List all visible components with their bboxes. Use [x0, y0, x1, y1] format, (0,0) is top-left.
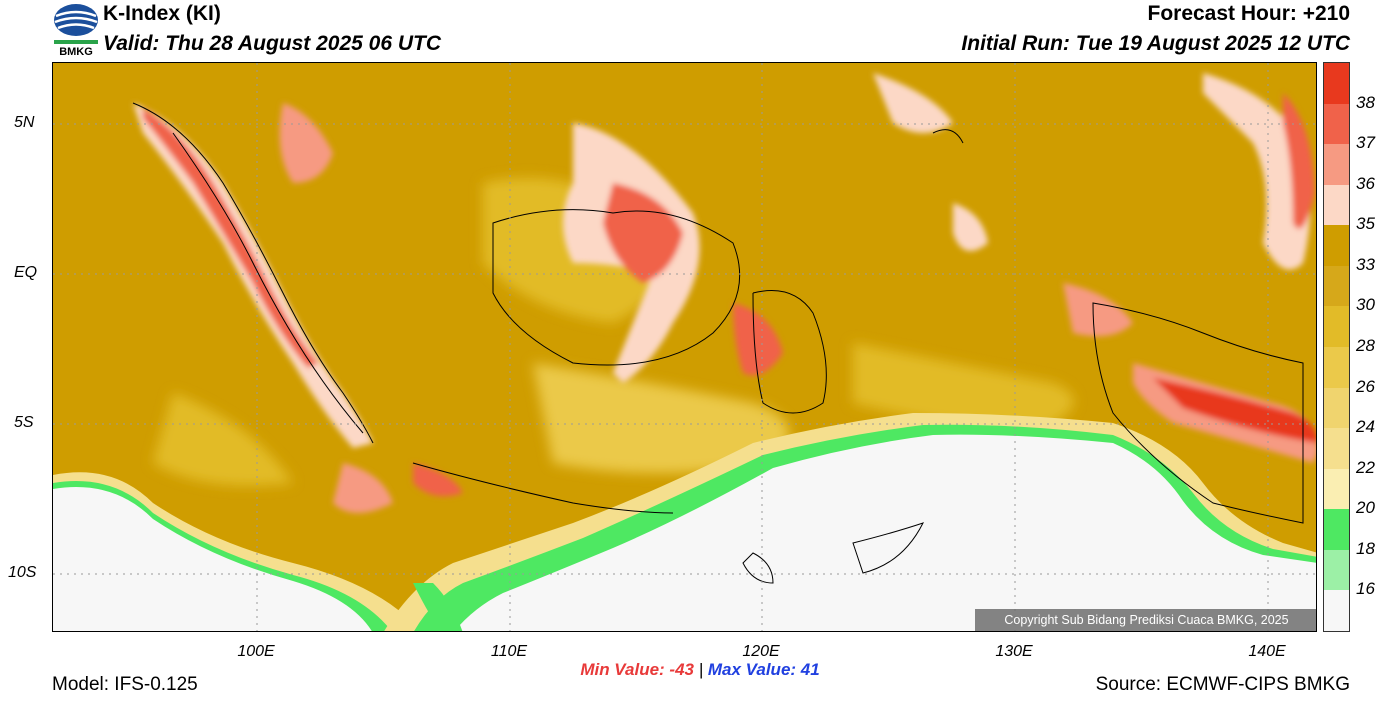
colorbar-label: 26 [1356, 376, 1375, 396]
colorbar-segment [1324, 184, 1349, 226]
colorbar-label: 28 [1356, 336, 1375, 355]
colorbar-segment [1324, 468, 1349, 510]
y-label-eq: EQ [14, 264, 38, 281]
y-label-5s: 5S [14, 414, 34, 431]
colorbar-segment [1324, 387, 1349, 429]
colorbar-segment [1324, 63, 1349, 104]
max-value: Max Value: 41 [707, 660, 820, 679]
map-panel: Copyright Sub Bidang Prediksi Cuaca BMKG… [52, 62, 1317, 632]
k-index-field-map [53, 63, 1316, 631]
colorbar-segment [1324, 428, 1349, 469]
colorbar-label: 37 [1356, 133, 1375, 153]
colorbar-segment [1324, 590, 1349, 631]
colorbar-label: 24 [1356, 417, 1375, 437]
x-label-120e: 120E [742, 643, 780, 660]
colorbar-label: 38 [1356, 92, 1375, 112]
colorbar-label: 35 [1356, 214, 1375, 234]
x-label-140e: 140E [1248, 643, 1286, 660]
colorbar-segment [1324, 306, 1349, 347]
forecast-hour: Forecast Hour: +210 [1147, 2, 1351, 25]
colorbar-label: 20 [1356, 498, 1375, 518]
chart-title: K-Index (KI) [103, 2, 221, 25]
source-label: Source: ECMWF-CIPS BMKG [1095, 674, 1350, 695]
logo-text: BMKG [59, 46, 93, 58]
colorbar-segment [1324, 103, 1349, 145]
bmkg-logo: BMKG [52, 2, 100, 60]
valid-time: Valid: Thu 28 August 2025 06 UTC [103, 32, 442, 55]
coastlines [132, 102, 1304, 584]
colorbar-segment [1324, 509, 1349, 550]
initial-run: Initial Run: Tue 19 August 2025 12 UTC [961, 32, 1350, 55]
colorbar-label: 36 [1356, 173, 1375, 193]
colorbar-label: 33 [1356, 254, 1375, 274]
colorbar-label: 16 [1356, 579, 1375, 599]
colorbar-label: 30 [1356, 295, 1375, 315]
x-label-130e: 130E [995, 643, 1033, 660]
colorbar-label: 22 [1356, 457, 1375, 477]
grid-lines [53, 63, 1316, 631]
colorbar-segment [1324, 549, 1349, 591]
colorbar-segment [1324, 225, 1349, 266]
southern-low-region [53, 413, 1316, 631]
colorbar-segment [1324, 144, 1349, 185]
min-max-separator: | [698, 660, 704, 679]
y-label-5n: 5N [14, 114, 35, 131]
min-max-summary: Min Value: -43 | Max Value: 41 [0, 660, 1400, 680]
copyright-notice: Copyright Sub Bidang Prediksi Cuaca BMKG… [975, 609, 1316, 631]
x-label-100e: 100E [237, 643, 275, 660]
colorbar-segment [1324, 265, 1349, 307]
colorbar-label: 18 [1356, 538, 1375, 558]
colorbar [1323, 62, 1350, 632]
y-label-10s: 10S [8, 564, 37, 581]
colorbar-segment [1324, 346, 1349, 388]
x-label-110e: 110E [490, 643, 528, 660]
min-value: Min Value: -43 [580, 660, 694, 679]
model-label: Model: IFS-0.125 [52, 674, 198, 695]
